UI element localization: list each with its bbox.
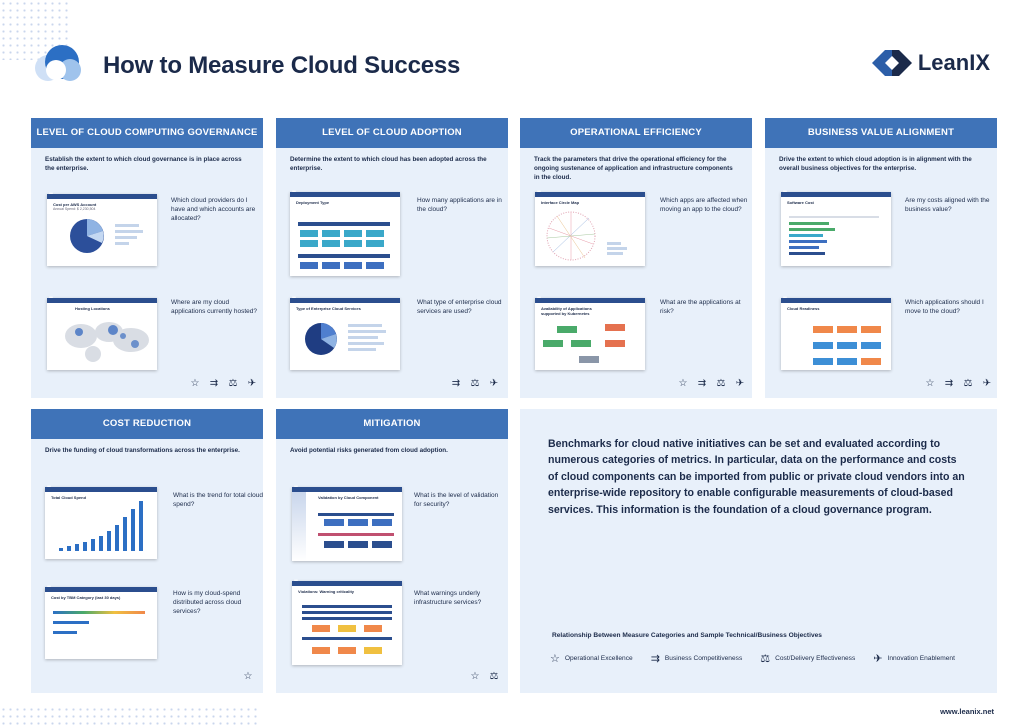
objective-icons: ☆ ⇉ ⚖ ✈ bbox=[676, 378, 747, 389]
legend-item: ⇉ Business Competitiveness bbox=[650, 653, 743, 665]
panel-description: Determine the extent to which cloud has … bbox=[290, 156, 487, 173]
question-text: What is the level of validation for secu… bbox=[414, 492, 499, 509]
thumbnail-cloud-readiness: Cloud Readiness bbox=[781, 295, 891, 370]
pie-icon bbox=[305, 323, 337, 355]
thumbnail-hosting-locations: Hosting Locations bbox=[47, 295, 157, 370]
rocket-icon: ✈ bbox=[735, 378, 745, 389]
arrows-icon: ⇉ bbox=[944, 378, 954, 389]
cost-icon: ⚖ bbox=[716, 378, 726, 389]
arrows-icon: ⇉ bbox=[650, 653, 660, 665]
panel-title: LEVEL OF CLOUD COMPUTING GOVERNANCE bbox=[31, 118, 263, 148]
question-text: Which applications should I move to the … bbox=[905, 299, 984, 316]
question-text: What type of enterprise cloud services a… bbox=[417, 299, 502, 316]
star-icon: ☆ bbox=[470, 671, 480, 682]
star-icon: ☆ bbox=[925, 378, 935, 389]
question-text: Are my costs aligned with the business v… bbox=[905, 197, 990, 214]
legend: ☆ Operational Excellence ⇉ Business Comp… bbox=[550, 652, 955, 665]
thumbnail-software-cost: Software Cost bbox=[781, 189, 891, 266]
objective-icons: ☆ ⚖ bbox=[468, 671, 501, 682]
summary-text: Benchmarks for cloud native initiatives … bbox=[548, 438, 965, 516]
panel-description: Establish the extent to which cloud gove… bbox=[45, 156, 242, 173]
thumbnail-cost-per-account: Cost per AWS Account Annual Spend: $ 2,2… bbox=[47, 191, 157, 266]
dot-pattern bbox=[0, 706, 260, 726]
question-text: How is my cloud-spend distributed across… bbox=[173, 590, 242, 616]
thumbnail-deployment-type: Deployment Type bbox=[290, 189, 400, 276]
rocket-icon: ✈ bbox=[247, 378, 257, 389]
cloud-logo-icon bbox=[35, 45, 81, 81]
question-text: What are the applications at risk? bbox=[660, 299, 741, 316]
panel-title: COST REDUCTION bbox=[31, 409, 263, 439]
thumbnail-enterprise-services: Type of Enterprise Cloud Services bbox=[290, 295, 400, 370]
thumbnail-interface-map: Interface Circle Map bbox=[535, 189, 645, 266]
cost-icon: ⚖ bbox=[470, 378, 480, 389]
website-link[interactable]: www.leanix.net bbox=[940, 707, 994, 716]
leanix-logo-icon bbox=[871, 50, 912, 76]
panel-description: Track the parameters that drive the oper… bbox=[534, 156, 733, 182]
star-icon: ☆ bbox=[550, 653, 560, 665]
rocket-icon: ✈ bbox=[982, 378, 992, 389]
thumbnail-kubernetes: Availability of Applications supported b… bbox=[535, 295, 645, 370]
thumbnail-violations: Violations: Warning criticality bbox=[292, 578, 402, 665]
legend-item: ✈ Innovation Enablement bbox=[873, 653, 955, 665]
arrows-icon: ⇉ bbox=[451, 378, 461, 389]
panel-description: Drive the funding of cloud transformatio… bbox=[45, 447, 240, 454]
thumbnail-validation: Validation by Cloud Component bbox=[292, 484, 402, 561]
question-text: How many applications are in the cloud? bbox=[417, 197, 502, 214]
objective-icons: ⇉ ⚖ ✈ bbox=[449, 378, 501, 389]
page-title: How to Measure Cloud Success bbox=[103, 52, 461, 79]
panel-description: Drive the extent to which cloud adoption… bbox=[779, 156, 972, 173]
panel-governance: LEVEL OF CLOUD COMPUTING GOVERNANCE Esta… bbox=[31, 118, 263, 398]
question-text: Which apps are affected when moving an a… bbox=[660, 197, 748, 214]
star-icon: ☆ bbox=[678, 378, 688, 389]
panel-operational-efficiency: OPERATIONAL EFFICIENCY Track the paramet… bbox=[520, 118, 752, 398]
panel-title: OPERATIONAL EFFICIENCY bbox=[520, 118, 752, 148]
question-text: What is the trend for total cloud spend? bbox=[173, 492, 263, 509]
panel-description: Avoid potential risks generated from clo… bbox=[290, 447, 448, 454]
objective-icons: ☆ ⇉ ⚖ ✈ bbox=[188, 378, 259, 389]
thumbnail-tbm-category: Cost by TBM Category (last 30 days) bbox=[45, 584, 157, 659]
arrows-icon: ⇉ bbox=[697, 378, 707, 389]
cost-icon: ⚖ bbox=[760, 653, 771, 665]
circle-map-icon bbox=[546, 211, 596, 261]
panel-adoption: LEVEL OF CLOUD ADOPTION Determine the ex… bbox=[276, 118, 508, 398]
panel-cost-reduction: COST REDUCTION Drive the funding of clou… bbox=[31, 409, 263, 693]
legend-title: Relationship Between Measure Categories … bbox=[552, 632, 822, 639]
panel-summary bbox=[520, 409, 997, 693]
question-text: Where are my cloud applications currentl… bbox=[171, 299, 257, 316]
brand-name: LeanIX bbox=[917, 50, 990, 75]
star-icon: ☆ bbox=[190, 378, 200, 389]
cost-icon: ⚖ bbox=[963, 378, 973, 389]
pie-icon bbox=[70, 219, 104, 253]
panel-mitigation: MITIGATION Avoid potential risks generat… bbox=[276, 409, 508, 693]
question-text: What warnings underly infrastructure ser… bbox=[414, 590, 482, 607]
panel-title: MITIGATION bbox=[276, 409, 508, 439]
objective-icons: ☆ ⇉ ⚖ ✈ bbox=[923, 378, 994, 389]
panel-business-value: BUSINESS VALUE ALIGNMENT Drive the exten… bbox=[765, 118, 997, 398]
star-icon: ☆ bbox=[243, 671, 253, 682]
legend-item: ☆ Operational Excellence bbox=[550, 653, 633, 665]
world-map-icon bbox=[65, 322, 149, 362]
brand-logo: LeanIX bbox=[871, 50, 990, 76]
rocket-icon: ✈ bbox=[873, 653, 883, 665]
panel-title: LEVEL OF CLOUD ADOPTION bbox=[276, 118, 508, 148]
objective-icons: ☆ bbox=[241, 671, 255, 682]
rocket-icon: ✈ bbox=[489, 378, 499, 389]
cost-icon: ⚖ bbox=[228, 378, 238, 389]
panel-title: BUSINESS VALUE ALIGNMENT bbox=[765, 118, 997, 148]
question-text: Which cloud providers do I have and whic… bbox=[171, 197, 256, 223]
cost-icon: ⚖ bbox=[489, 671, 499, 682]
arrows-icon: ⇉ bbox=[209, 378, 219, 389]
thumbnail-total-spend: Total Cloud Spend bbox=[45, 484, 157, 559]
legend-item: ⚖ Cost/Delivery Effectiveness bbox=[760, 653, 856, 665]
